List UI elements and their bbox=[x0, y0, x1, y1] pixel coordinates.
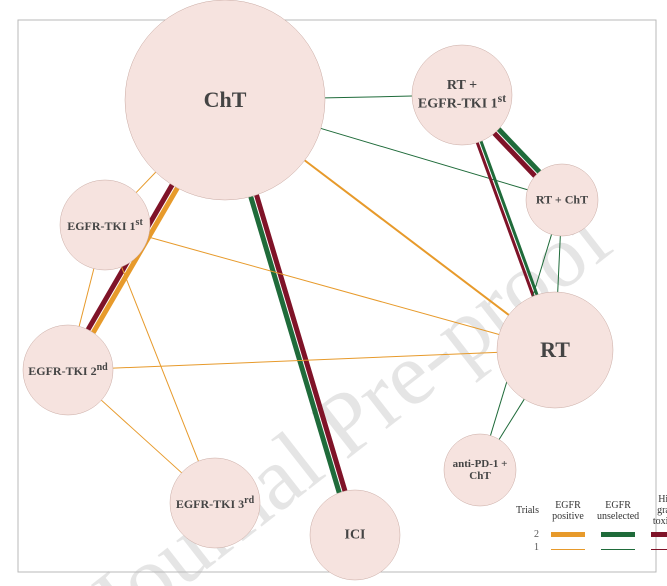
node-rt_tki1 bbox=[412, 45, 512, 145]
edge-rt_tki1-rt-unselected bbox=[481, 141, 537, 295]
edge-cht-ici-toxicity bbox=[257, 195, 345, 491]
edge-cht-rt-positive bbox=[305, 160, 509, 315]
legend-header-3: Highgrade toxicity bbox=[645, 493, 667, 528]
diagram-container: Journal Pre-proof ChTRT +EGFR-TKI 1stEGF… bbox=[0, 0, 667, 586]
legend-header-0: Trials bbox=[510, 493, 545, 528]
edge-tki2-tki3-positive bbox=[101, 400, 181, 473]
legend-swatch-thin-unselected bbox=[601, 549, 635, 550]
legend-swatch-thin-toxicity bbox=[651, 549, 667, 550]
node-rt bbox=[497, 292, 613, 408]
legend-swatch-thick-positive bbox=[551, 532, 585, 537]
legend-swatch-thick-unselected bbox=[601, 532, 635, 537]
edge-rt_tki1-rt_cht-unselected bbox=[499, 129, 540, 172]
node-ici bbox=[310, 490, 400, 580]
legend-table: TrialsEGFRpositiveEGFRunselectedHighgrad… bbox=[510, 493, 667, 554]
edge-cht-rt_tki1-unselected bbox=[325, 96, 412, 98]
node-antipd1 bbox=[444, 434, 516, 506]
edge-rt_tki1-rt_cht-toxicity bbox=[494, 133, 535, 176]
node-tki1 bbox=[60, 180, 150, 270]
legend-header-2: EGFRunselected bbox=[591, 493, 645, 528]
legend-header-1: EGFRpositive bbox=[545, 493, 591, 528]
legend-scale-2: 2 bbox=[510, 528, 545, 541]
legend: TrialsEGFRpositiveEGFRunselectedHighgrad… bbox=[510, 493, 667, 554]
legend-scale-1: 1 bbox=[510, 541, 545, 554]
edge-tki1-tki3-positive bbox=[122, 267, 199, 461]
node-tki2 bbox=[23, 325, 113, 415]
node-tki3 bbox=[170, 458, 260, 548]
legend-swatch-thin-positive bbox=[551, 549, 585, 550]
edge-tki1-tki2-positive bbox=[79, 269, 94, 327]
edge-rt-tki1-positive bbox=[148, 237, 499, 334]
legend-swatch-thick-toxicity bbox=[651, 532, 667, 537]
edge-rt-antipd1-unselected bbox=[499, 399, 524, 439]
node-rt_cht bbox=[526, 164, 598, 236]
node-cht bbox=[125, 0, 325, 200]
edge-rt_cht-rt-unselected bbox=[558, 236, 561, 292]
edge-tki1-cht-positive bbox=[136, 172, 156, 192]
edge-cht-ici-unselected bbox=[251, 197, 339, 493]
